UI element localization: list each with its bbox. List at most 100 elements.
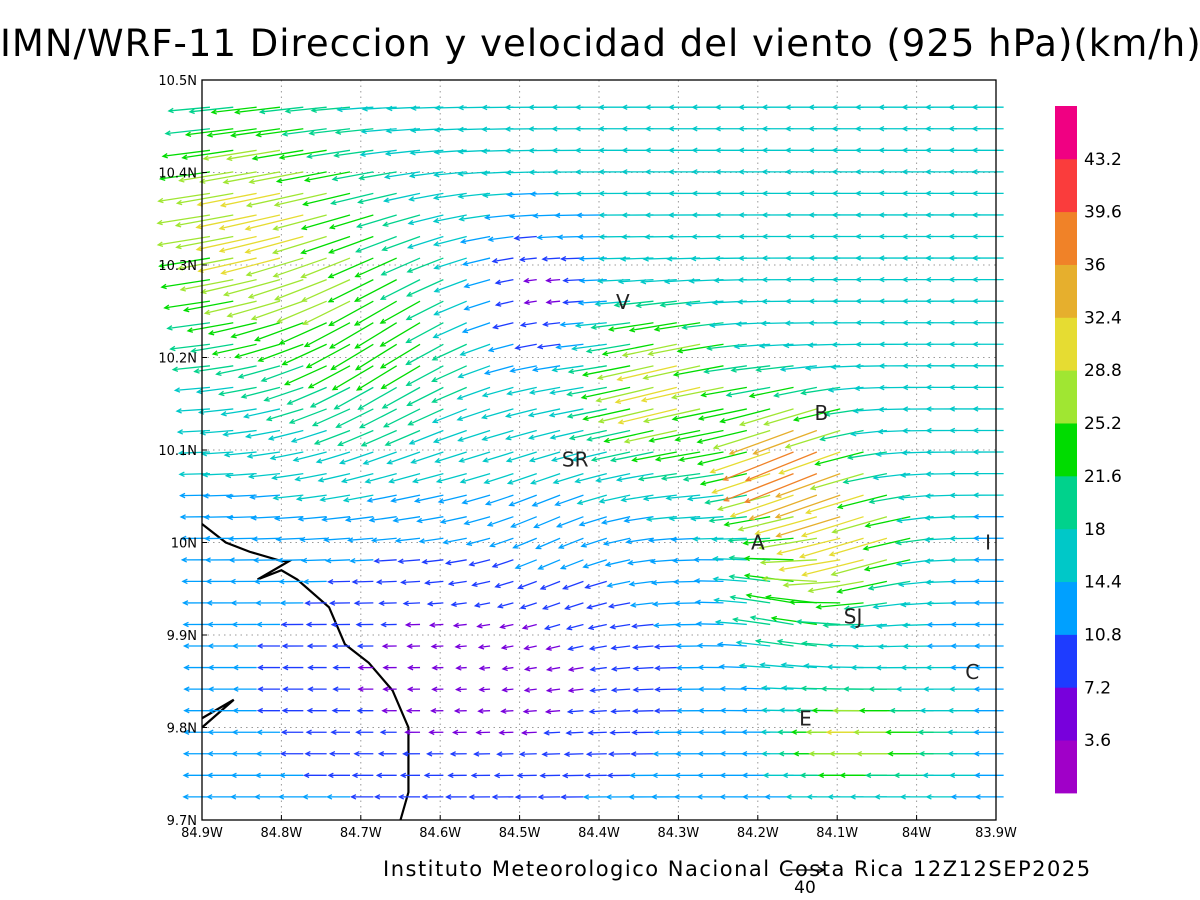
wind-vector-head [265,415,273,422]
wind-vector-head [948,319,955,326]
wind-vector-head [433,264,440,270]
wind-vector [180,278,234,291]
wind-vector-head [480,414,488,420]
wind-vector-head [382,221,389,227]
wind-vector-head [699,480,707,486]
wind-vector [404,602,421,605]
wind-vector [434,300,467,316]
wind-vector-head [501,665,508,672]
wind-vector [252,537,280,540]
wind-vector-head [357,686,364,692]
wind-vector [432,408,467,423]
wind-vector-head [703,368,710,375]
wind-vector [662,472,701,480]
wind-vector-head [426,751,433,757]
wind-vector-head [328,343,336,349]
wind-vector-head [178,471,185,478]
wind-vector-head [644,104,651,110]
wind-vector-head [878,384,885,391]
wind-vector-head [439,518,447,525]
wind-vector-head [349,794,357,800]
wind-vector-head [271,474,278,481]
wind-vector-head [972,384,979,391]
wind-vector [724,516,771,526]
wind-vector-head [353,751,360,757]
wind-vector [437,472,467,483]
wind-vector-head [872,603,879,610]
wind-vector-head [456,394,463,400]
wind-vector [482,429,514,441]
wind-vector [677,343,724,353]
wind-vector [709,516,747,522]
wind-vector-head [456,415,463,422]
wind-vector [336,128,374,134]
wind-vector-head [377,751,385,757]
wind-vector-head [625,538,632,545]
wind-vector-head [521,624,529,630]
wind-vector-head [799,772,806,779]
wind-vector-head [714,104,721,110]
wind-vector-head [719,707,726,714]
wind-vector [251,516,281,519]
wind-vector-head [609,457,617,463]
wind-vector-head [596,278,604,284]
wind-vector-head [580,394,588,400]
wind-vector-head [284,108,291,114]
wind-vector-head [465,540,473,546]
wind-vector [654,322,701,331]
wind-vector-head [594,301,601,307]
wind-vector [308,365,351,389]
wind-vector [219,235,281,252]
wind-vector [542,753,561,755]
wind-vector-head [719,417,726,424]
wind-vector-head [522,708,530,715]
wind-vector [587,429,631,441]
wind-vector [587,602,607,609]
wind-vector [302,559,327,562]
colorbar-swatch [1055,423,1077,477]
wind-vector [255,322,304,341]
wind-vector-head [973,751,980,757]
wind-vector [515,343,537,349]
wind-vector-head [814,460,821,467]
wind-vector-head [461,499,468,505]
wind-vector-head [234,109,241,115]
wind-vector-head [303,341,311,348]
city-label: C [965,660,979,684]
wind-vector-head [278,339,286,345]
wind-vector [546,278,561,282]
wind-vector [649,429,701,442]
wind-vector-head [665,495,672,501]
wind-vector-head [404,729,411,736]
wind-vector-head [704,499,711,505]
wind-vector-head [400,579,407,585]
wind-vector [569,688,584,692]
wind-vector [532,494,561,507]
wind-vector-head [310,107,317,113]
wind-vector-head [714,147,721,154]
wind-vector-head [406,267,413,273]
wind-vector-head [784,320,791,326]
wind-vector [633,710,654,712]
wind-vector-head [900,664,907,671]
wind-vector [328,580,351,583]
wind-vector-head [901,298,908,304]
wind-vector [241,386,281,398]
wind-vector-head [682,476,690,482]
wind-vector [576,322,607,327]
wind-vector-head [405,291,413,297]
wind-vector-head [434,457,441,464]
wind-vector-head [808,276,815,283]
wind-vector [561,559,584,570]
wind-vector [338,429,374,446]
wind-vector [688,494,724,500]
wind-vector-head [632,665,639,672]
wind-vector-head [278,578,285,585]
wind-vector-head [283,380,291,386]
wind-vector [513,537,537,549]
wind-vector [610,731,631,734]
wind-vector-head [972,406,979,412]
wind-vector-head [807,342,814,348]
wind-vector-head [716,505,724,512]
